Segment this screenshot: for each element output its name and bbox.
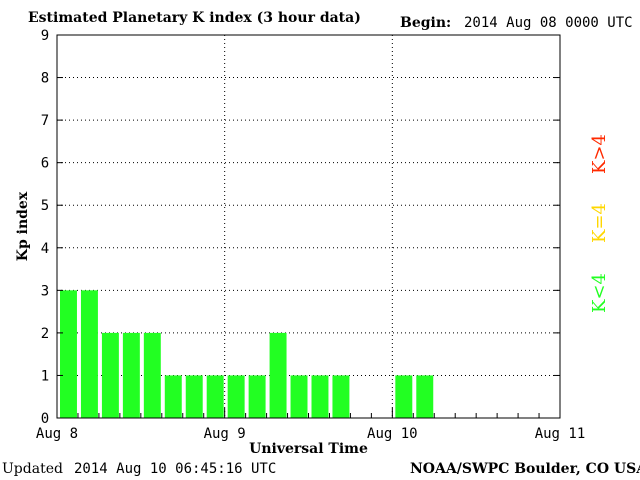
y-tick-label: 5 [41,198,49,214]
y-tick-label: 0 [41,411,49,427]
kp-bar [227,375,245,418]
x-tick-label: Aug 10 [367,426,418,442]
legend-high: K>4 [589,134,610,174]
kp-bar [248,375,266,418]
kp-bar [395,375,413,418]
x-tick-label: Aug 11 [535,426,586,442]
x-tick-label: Aug 8 [36,426,78,442]
kp-bar [269,332,287,418]
kp-bar [206,375,224,418]
y-tick-label: 9 [41,28,49,44]
updated-label: Updated [2,461,63,477]
y-tick-label: 8 [41,71,49,87]
kp-bar [311,375,329,418]
y-tick-label: 2 [41,326,49,342]
y-tick-label: 3 [41,283,49,299]
kp-bar [122,332,140,418]
kp-bar [332,375,350,418]
kp-bar [416,375,434,418]
kp-bar [164,375,182,418]
updated-value: 2014 Aug 10 06:45:16 UTC [74,461,277,477]
x-tick-label: Aug 9 [204,426,246,442]
kp-bar [290,375,308,418]
y-tick-label: 6 [41,156,49,172]
chart-title: Estimated Planetary K index (3 hour data… [28,10,361,26]
kp-bar [185,375,203,418]
kp-bar [143,332,161,418]
y-tick-label: 1 [41,368,49,384]
y-tick-label: 7 [41,113,49,129]
y-tick-label: 4 [41,241,49,257]
kp-bar [80,290,98,418]
begin-value: 2014 Aug 08 0000 UTC [464,15,633,31]
x-axis-label: Universal Time [249,441,368,457]
begin-label: Begin: [400,15,452,31]
credit-text: NOAA/SWPC Boulder, CO USA [410,461,640,477]
kp-bar [101,332,119,418]
legend-low: K<4 [589,273,610,313]
kp-bar [60,290,77,418]
legend-mid: K=4 [589,203,610,243]
y-axis-label: Kp index [15,191,31,261]
